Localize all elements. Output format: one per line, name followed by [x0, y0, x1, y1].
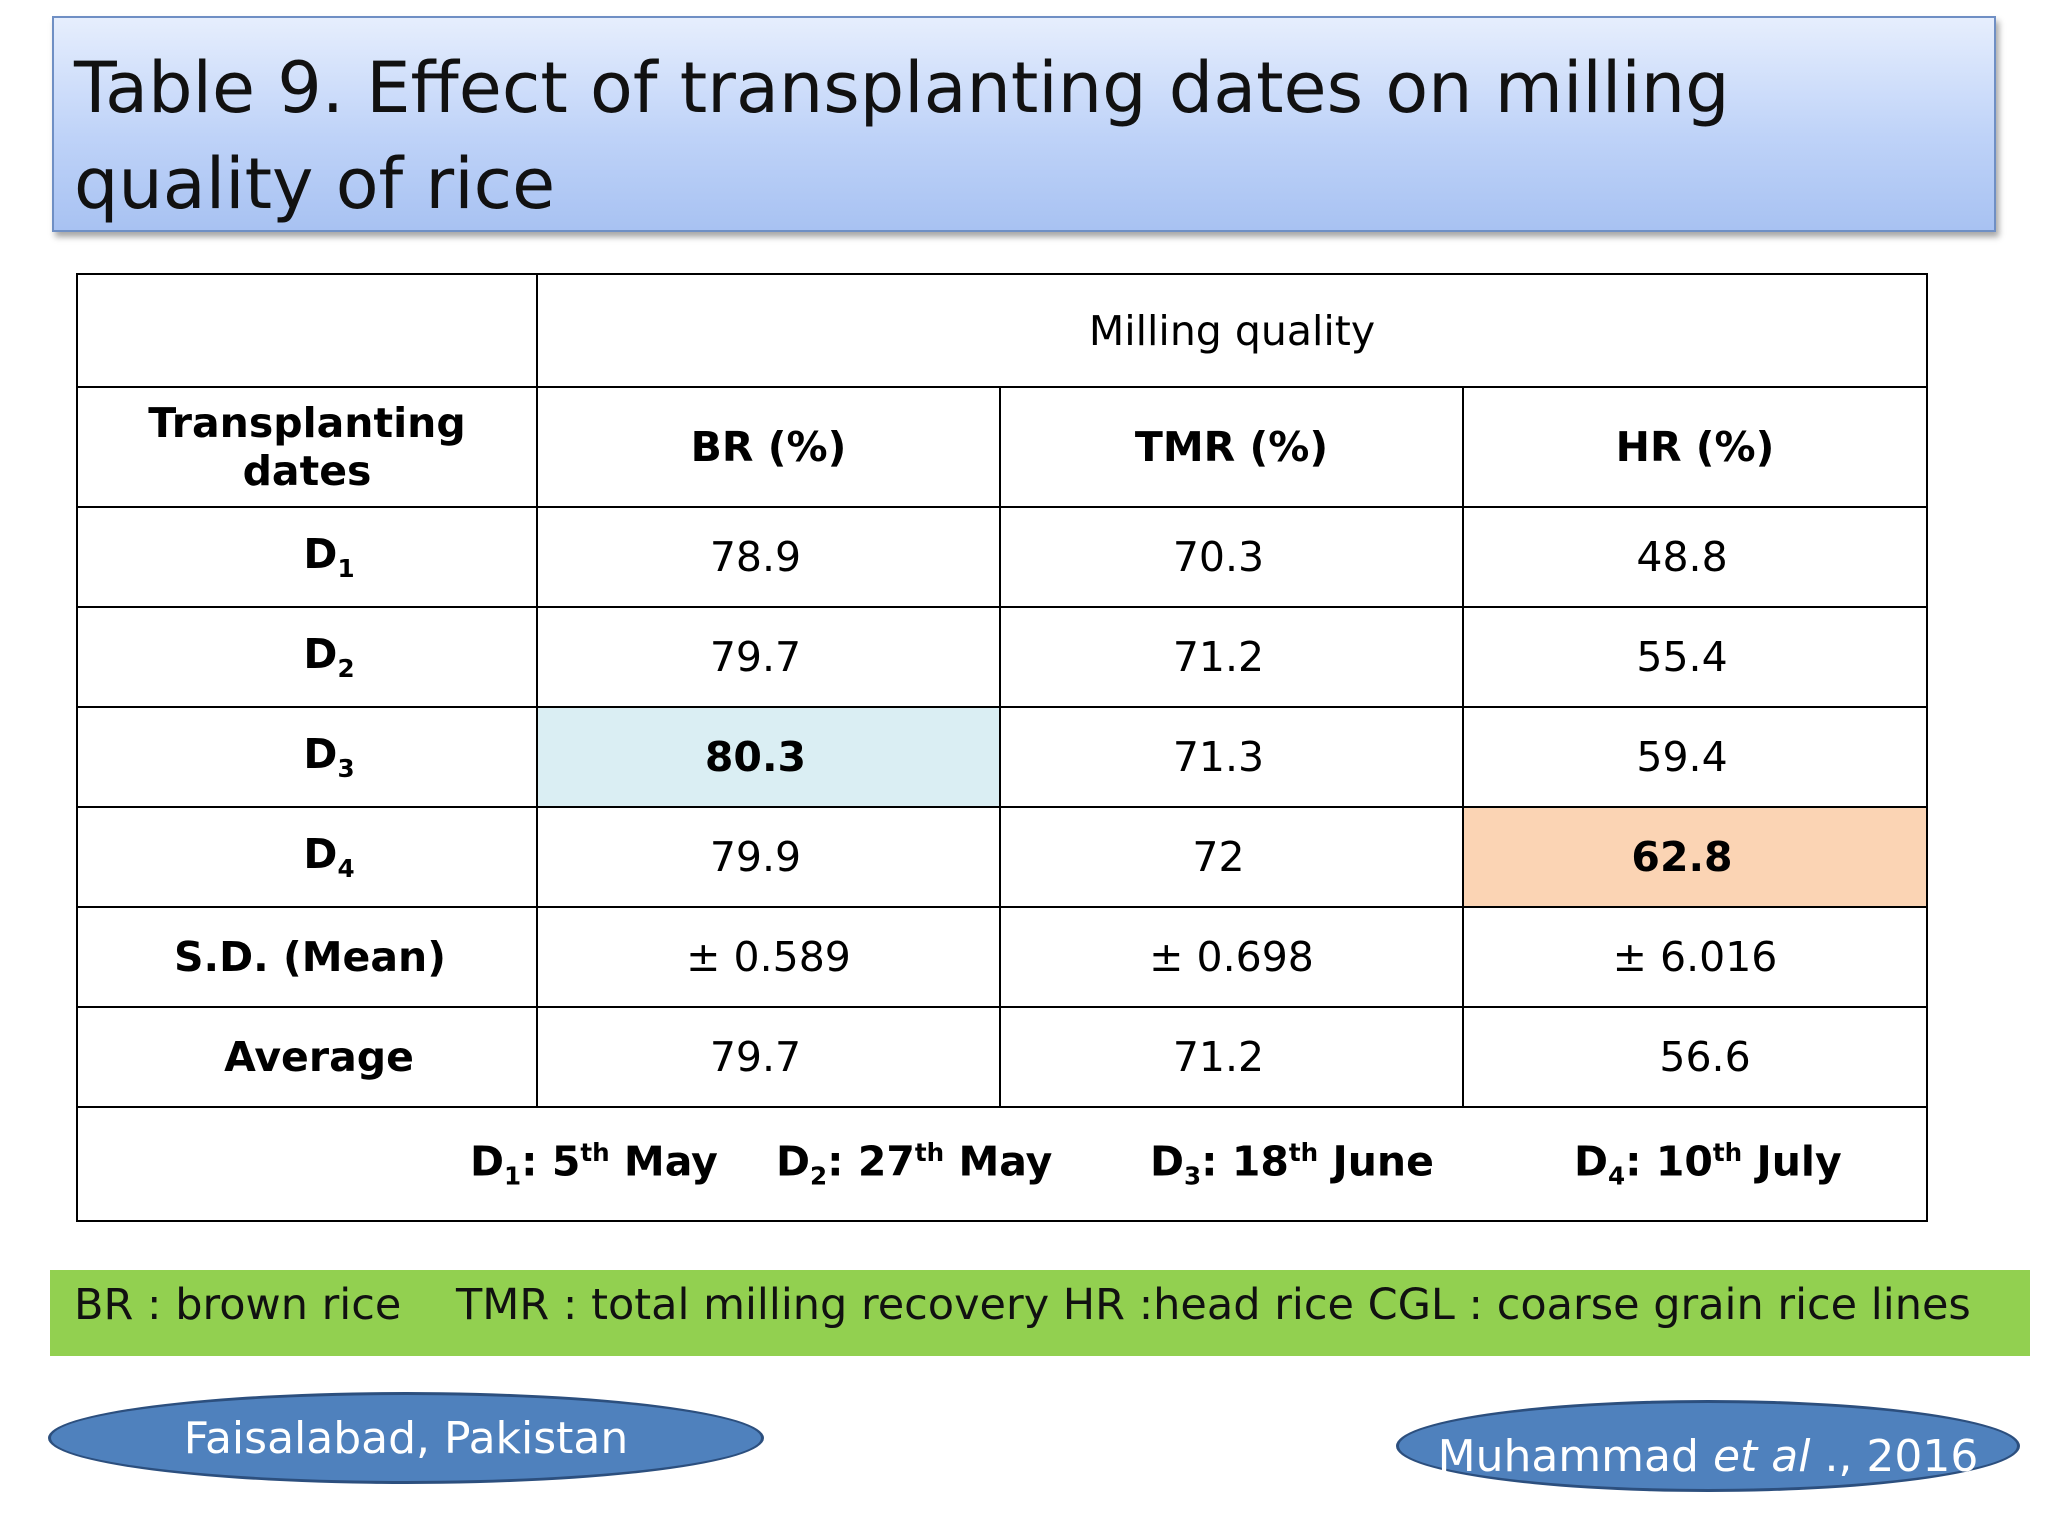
row-label-d3: D3 [76, 706, 538, 808]
cell-br: 79.7 [536, 606, 1001, 708]
cell-br-highlighted: 80.3 [536, 706, 1001, 808]
row-label-d4: D4 [76, 806, 538, 908]
column-header-br: BR (%) [536, 386, 1001, 508]
cell-hr: 55.4 [1461, 606, 1929, 708]
table-row: D3 80.3 71.3 59.4 [76, 706, 1929, 808]
cell-hr-highlighted: 62.8 [1461, 806, 1929, 908]
date-key-d4: D4: 10th July [1574, 1137, 1842, 1191]
average-label: Average [76, 1006, 538, 1108]
date-key-cell: D1: 5th May D2: 27th May D3: 18th June D… [75, 1106, 1929, 1222]
title-banner: Table 9. Effect of transplanting dates o… [52, 16, 1996, 232]
cell-br: 78.9 [536, 506, 1001, 608]
page-title: Table 9. Effect of transplanting dates o… [74, 47, 1730, 225]
table-group-header-row: Milling quality [76, 273, 1929, 388]
row-label-d1: D1 [76, 506, 538, 608]
sd-br: ± 0.589 [536, 906, 1001, 1008]
location-badge: Faisalabad, Pakistan [48, 1392, 764, 1484]
average-tmr: 71.2 [999, 1006, 1464, 1108]
cell-hr: 59.4 [1461, 706, 1929, 808]
abbreviation-legend-text: BR : brown rice TMR : total milling reco… [74, 1280, 1971, 1330]
table-row: D4 79.9 72 62.8 [76, 806, 1929, 908]
milling-quality-table: Milling quality Transplanting dates BR (… [75, 273, 1929, 1222]
cell-tmr: 71.2 [999, 606, 1464, 708]
cell-hr: 48.8 [1461, 506, 1929, 608]
date-key-d1: D1: 5th May [470, 1137, 718, 1191]
cell-tmr: 70.3 [999, 506, 1464, 608]
citation-badge: Muhammad et al ., 2016 [1396, 1400, 2020, 1492]
cell-tmr: 72 [999, 806, 1464, 908]
transplanting-dates-header: Transplanting dates [76, 386, 538, 508]
sd-tmr: ± 0.698 [999, 906, 1464, 1008]
average-br: 79.7 [536, 1006, 1001, 1108]
average-row: Average 79.7 71.2 56.6 [76, 1006, 1929, 1108]
date-key-d2: D2: 27th May [776, 1137, 1053, 1191]
sd-label: S.D. (Mean) [76, 906, 538, 1008]
table-row: D1 78.9 70.3 48.8 [76, 506, 1929, 608]
sd-hr: ± 6.016 [1461, 906, 1929, 1008]
cell-tmr: 71.3 [999, 706, 1464, 808]
empty-corner-cell [76, 273, 538, 388]
table-row: D2 79.7 71.2 55.4 [76, 606, 1929, 708]
column-header-tmr: TMR (%) [999, 386, 1464, 508]
date-key-d3: D3: 18th June [1150, 1137, 1434, 1191]
table-column-header-row: Transplanting dates BR (%) TMR (%) HR (%… [76, 386, 1929, 508]
sd-row: S.D. (Mean) ± 0.589 ± 0.698 ± 6.016 [76, 906, 1929, 1008]
location-text: Faisalabad, Pakistan [183, 1412, 629, 1464]
cell-br: 79.9 [536, 806, 1001, 908]
citation-text: Muhammad et al ., 2016 [1437, 1430, 1979, 1482]
milling-quality-header: Milling quality [535, 273, 1929, 388]
abbreviation-legend-bar: BR : brown rice TMR : total milling reco… [50, 1270, 2030, 1356]
row-label-d2: D2 [76, 606, 538, 708]
column-header-hr: HR (%) [1461, 386, 1929, 508]
average-hr: 56.6 [1461, 1006, 1929, 1108]
date-key-row: D1: 5th May D2: 27th May D3: 18th June D… [75, 1106, 1929, 1222]
